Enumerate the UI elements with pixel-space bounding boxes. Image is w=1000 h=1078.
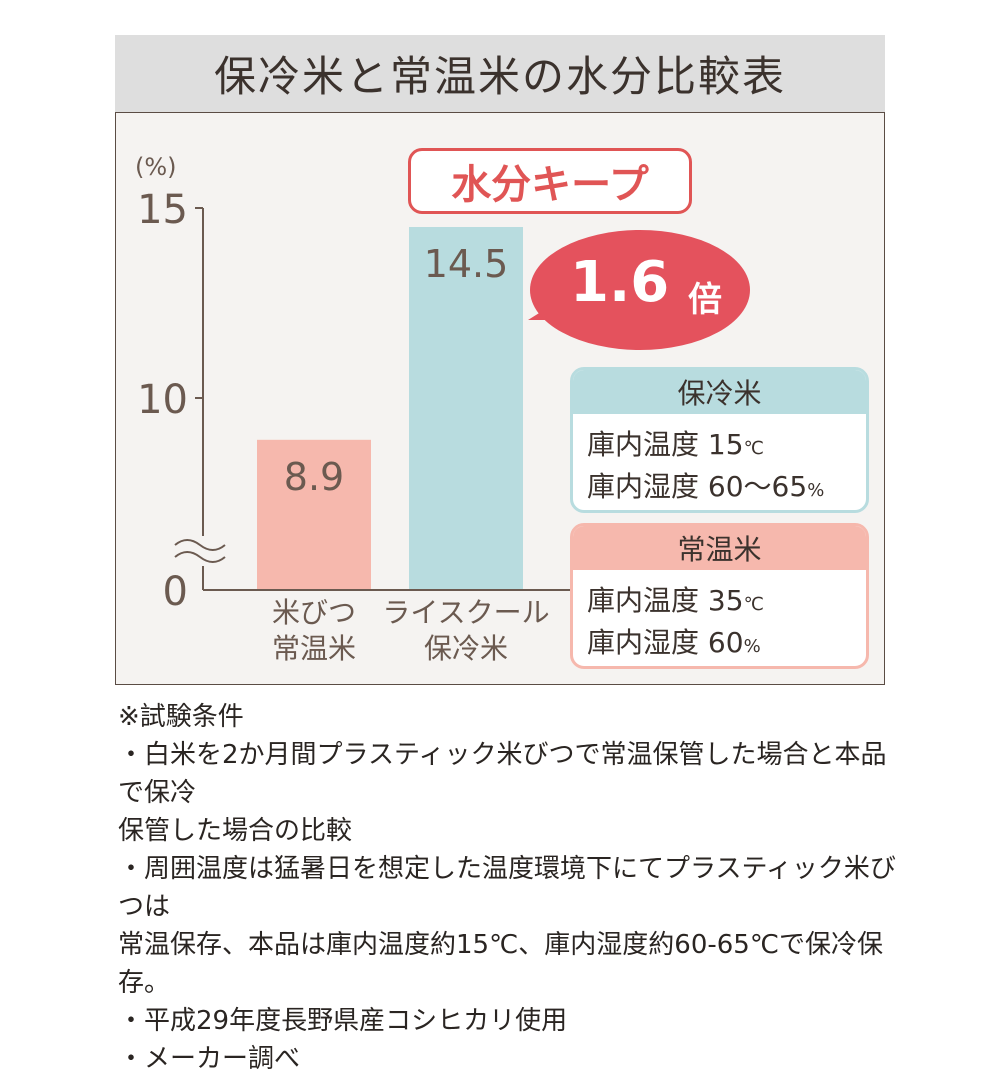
category-label: 常温米 <box>272 632 356 665</box>
axis-break-icon <box>174 539 226 563</box>
note-line: ・平成29年度長野県産コシヒカリ使用 <box>118 1006 568 1036</box>
data-label: 14.5 <box>424 242 509 286</box>
data-label: 8.9 <box>284 455 344 499</box>
room-temp-rice-info-box: 常温米 庫内温度 35℃ 庫内湿度 60% <box>570 523 869 669</box>
bar <box>409 227 523 590</box>
category-label: ライスクール <box>382 596 549 629</box>
note-line: 保管した場合の比較 <box>118 816 353 846</box>
chart-title: 保冷米と常温米の水分比較表 <box>115 35 885 112</box>
test-conditions-notes: ※試験条件 ・白米を2か月間プラスティック米びつで常温保管した場合と本品で保冷 … <box>118 698 898 1078</box>
note-line: ・周囲温度は猛暑日を想定した温度環境下にてプラスティック米びつは <box>118 854 896 922</box>
y-tick-label: 10 <box>137 377 188 423</box>
cold-rice-info-box: 保冷米 庫内温度 15℃ 庫内湿度 60〜65% <box>570 367 869 513</box>
info-header: 保冷米 <box>573 370 866 414</box>
info-line: 庫内湿度 60〜65% <box>587 470 825 503</box>
info-line: 庫内温度 35℃ <box>587 584 764 617</box>
note-line: ・メーカー調べ <box>118 1044 301 1074</box>
y-tick-label: 15 <box>137 187 188 233</box>
info-line: 庫内湿度 60% <box>587 626 761 659</box>
y-axis-unit: (%) <box>135 153 177 181</box>
category-label: 保冷米 <box>424 632 508 665</box>
note-line: ※試験条件 <box>118 702 244 732</box>
info-line: 庫内温度 15℃ <box>587 428 764 461</box>
note-line: 常温保存、本品は庫内温度約15℃、庫内湿度約60-65℃で保冷保存。 <box>118 930 884 998</box>
moisture-keep-badge: 水分キープ <box>408 148 692 214</box>
y-tick-label: 0 <box>163 569 188 615</box>
bar <box>257 439 371 590</box>
ratio-unit: 倍 <box>688 280 722 320</box>
info-header: 常温米 <box>573 526 866 570</box>
ratio-bubble <box>528 230 750 350</box>
ratio-value: 1.6 <box>570 250 670 315</box>
category-label: 米びつ <box>272 596 356 629</box>
note-line: ・白米を2か月間プラスティック米びつで常温保管した場合と本品で保冷 <box>118 740 887 808</box>
